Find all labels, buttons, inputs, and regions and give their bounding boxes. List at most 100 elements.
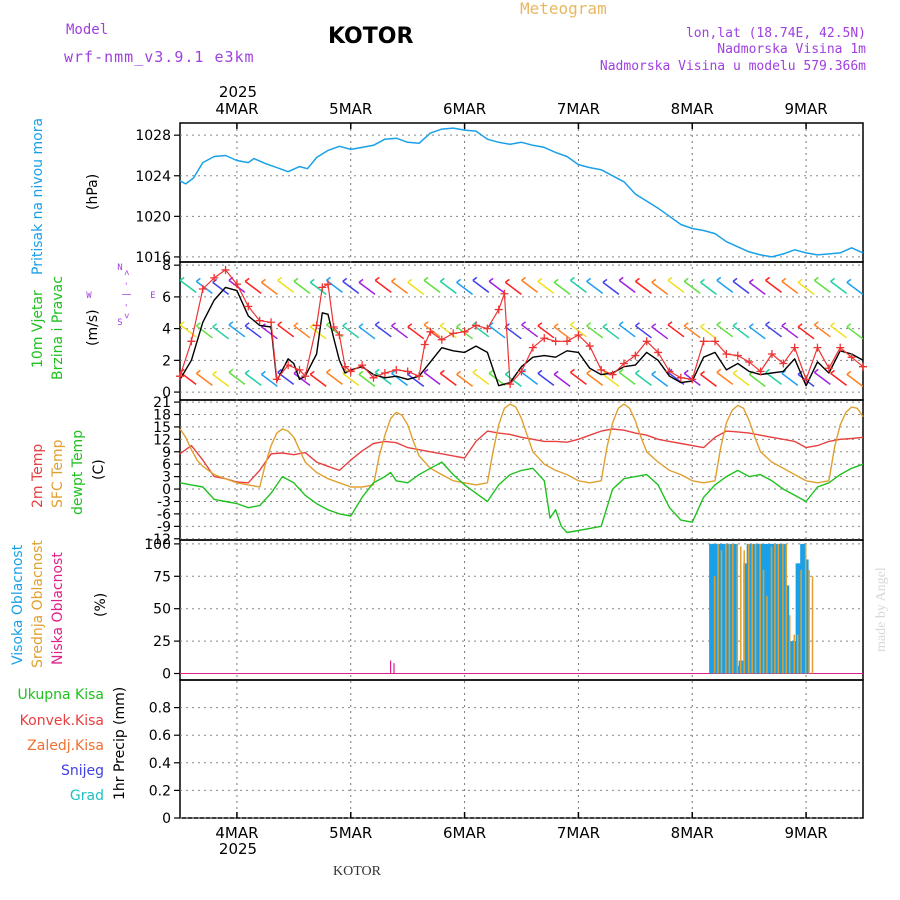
- temperature-tick-label: 3: [162, 470, 171, 486]
- wind-gust-marker: [483, 324, 492, 333]
- precip-frame: [179, 679, 864, 819]
- wind-barb: [293, 325, 311, 339]
- cloud-axis: 0 25 50 75 100: [144, 537, 180, 683]
- clouds-tick-label: 100: [144, 537, 171, 553]
- wind-barb-flag: [391, 277, 396, 282]
- pressure-series: [179, 127, 864, 258]
- wind-barb: [700, 326, 717, 340]
- wind-gust-marker: [631, 351, 640, 360]
- precip-tick-label: 0: [162, 811, 171, 827]
- wind-compass: N W E S < - | - >: [86, 263, 155, 328]
- grid-lines: [180, 123, 863, 819]
- wind-barb-flag: [195, 277, 201, 282]
- wind-gust-marker: [494, 305, 503, 314]
- wind-barb: [358, 373, 376, 387]
- wind-gust-marker: [420, 340, 429, 349]
- wind-barb-flag: [813, 368, 819, 373]
- legend-konvek: Konvek.Kisa: [20, 713, 104, 729]
- wind-barb-flag: [277, 368, 283, 373]
- wind-barb: [212, 281, 230, 295]
- wind-barb-flag: [716, 321, 722, 326]
- wind-gust-marker: [335, 330, 344, 339]
- compass-w: W: [86, 291, 92, 301]
- wind-barb-flag: [586, 369, 592, 374]
- wind-barb: [504, 326, 522, 340]
- temp-sfc-line: [179, 403, 864, 488]
- wind-barb-flag: [504, 278, 510, 283]
- wind-barb: [765, 324, 783, 338]
- wind-barb-flag: [358, 370, 364, 375]
- wind-barb: [521, 371, 539, 385]
- wind-barb: [748, 326, 766, 340]
- wind-barb: [358, 281, 376, 295]
- temperature-tick-label: 6: [162, 457, 171, 473]
- wind-barb: [797, 326, 815, 340]
- wind-barb-flag: [651, 278, 657, 283]
- wind-barb-flag: [293, 322, 299, 327]
- pressure-tick-label: 1024: [135, 169, 171, 185]
- wind-barb-flag: [781, 277, 787, 282]
- wind-barb-flag: [326, 368, 331, 373]
- wind-barb: [212, 373, 230, 387]
- wind-barb-flag: [342, 322, 348, 327]
- wind-gust-marker: [551, 337, 560, 346]
- wind-barb: [553, 326, 571, 340]
- wind-barb: [326, 279, 343, 293]
- wind-barb-flag: [683, 322, 689, 327]
- wind-barb: [716, 279, 734, 293]
- wind-barb-flag: [374, 276, 380, 281]
- wind-barb: [293, 372, 311, 386]
- wind-gust-marker: [426, 327, 435, 336]
- cloud-high-bar: [754, 543, 760, 674]
- wind-tick-label: 2: [162, 353, 171, 369]
- wind-barb-flag: [391, 322, 396, 327]
- cloud-title-high: Visoka Oblacnost: [10, 544, 26, 665]
- wind-barb-flag: [260, 278, 266, 283]
- wind-barb-flag: [195, 369, 201, 374]
- wind-barb: [846, 281, 864, 295]
- wind-barb: [732, 280, 750, 294]
- wind-barb: [374, 279, 392, 293]
- wind-barb: [277, 279, 295, 293]
- day-label-top: 6MAR: [443, 100, 486, 118]
- wind-barb: [602, 326, 620, 340]
- wind-tick-label: 0: [162, 385, 171, 401]
- day-label-bottom: 6MAR: [443, 824, 486, 842]
- wind-barb-flag: [521, 321, 527, 326]
- wind-barb: [569, 371, 587, 385]
- wind-barb-flag: [651, 370, 657, 375]
- temperature-tick-label: 12: [153, 432, 171, 448]
- wind-gust-marker: [779, 359, 788, 368]
- precip-tick-label: 0.2: [149, 783, 171, 799]
- wind-gust-marker: [244, 302, 253, 311]
- wind-gust-marker: [824, 364, 833, 373]
- wind-barb-flag: [830, 369, 836, 374]
- wind-barb: [846, 326, 864, 340]
- panel-frames: [179, 122, 864, 819]
- temp-title-dewpt: dewpt Temp: [70, 430, 86, 515]
- wind-barb: [326, 371, 343, 385]
- wind-barb-flag: [212, 370, 218, 375]
- wind-barb: [765, 279, 783, 293]
- wind-gust-marker: [608, 370, 617, 379]
- temperature-tick-label: 21: [153, 395, 171, 411]
- cloud-series: [180, 543, 863, 675]
- wind-gust-marker: [471, 321, 480, 330]
- wind-barb-flag: [716, 368, 722, 373]
- wind-barb: [618, 371, 636, 385]
- compass-arrows: < - | - >: [121, 270, 131, 319]
- wind-barb-flag: [716, 276, 722, 281]
- wind-barb-flag: [618, 368, 624, 373]
- wind-barb: [716, 371, 734, 385]
- wind-gust-marker: [642, 337, 651, 346]
- wind-barb-flag: [667, 276, 673, 281]
- wind-barb-flag: [569, 321, 575, 326]
- precip-tick-label: 0.4: [149, 756, 171, 772]
- cloud-high-bar: [743, 563, 749, 674]
- wind-barb: [635, 325, 652, 339]
- wind-barb: [586, 372, 604, 386]
- wind-barb-flag: [358, 323, 364, 328]
- wind-barb-flag: [423, 276, 429, 281]
- wind-barb-flag: [212, 323, 218, 328]
- wind-barb-flag: [407, 278, 413, 283]
